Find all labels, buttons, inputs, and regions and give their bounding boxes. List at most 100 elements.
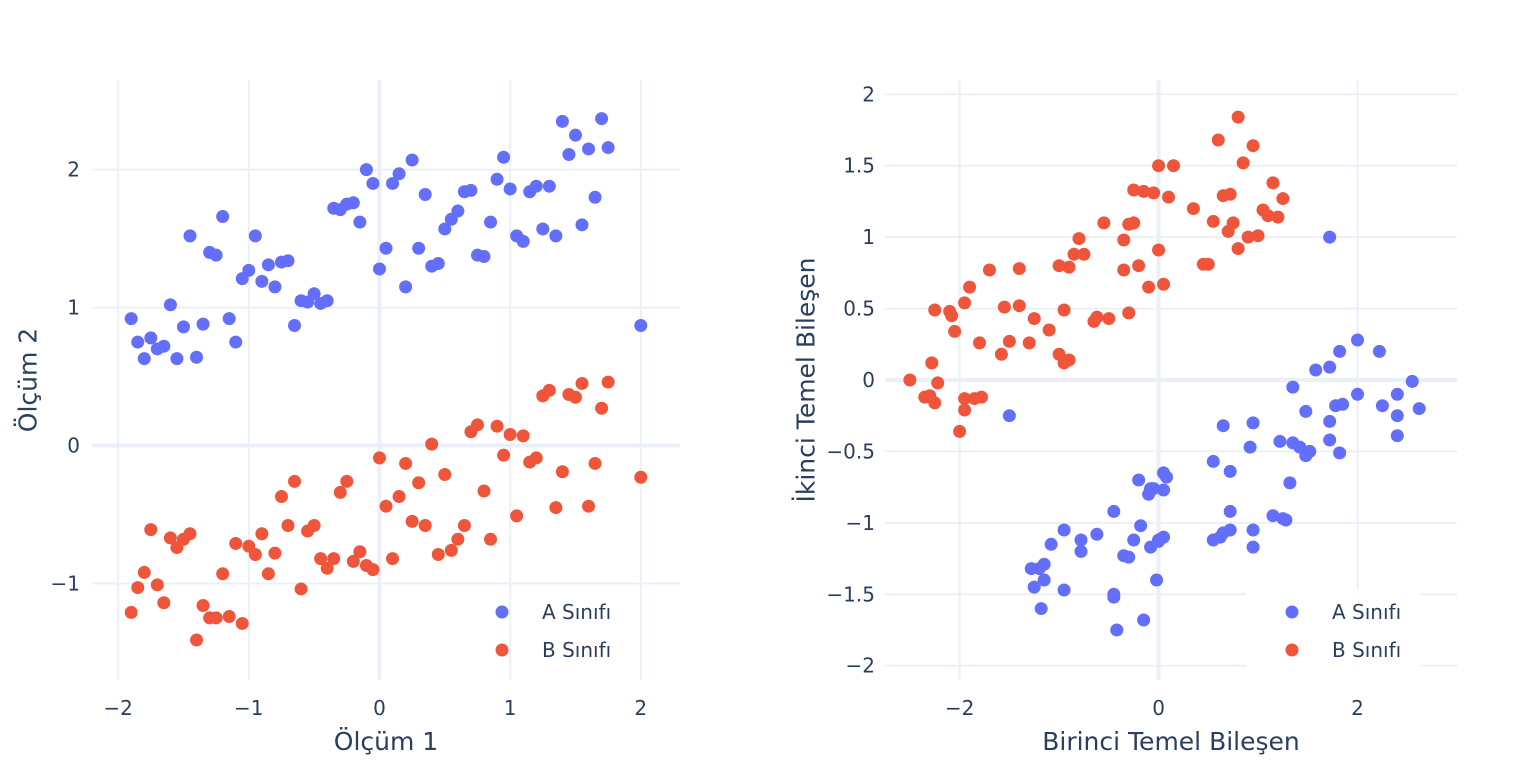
data-point — [392, 490, 406, 504]
data-point — [958, 403, 972, 417]
y-tick-label: 0 — [862, 368, 875, 392]
data-point — [124, 605, 138, 619]
data-point — [1162, 190, 1176, 204]
data-point — [575, 376, 589, 390]
data-point — [555, 465, 569, 479]
data-point — [1283, 476, 1297, 490]
data-point — [137, 352, 151, 366]
data-point — [320, 294, 334, 308]
data-point — [923, 389, 937, 403]
data-point — [1102, 312, 1116, 326]
legend-background — [1246, 590, 1421, 680]
x-tick-label: −2 — [945, 696, 974, 720]
series-a — [124, 112, 648, 366]
data-point — [372, 262, 386, 276]
data-point — [490, 419, 504, 433]
data-point — [568, 390, 582, 404]
data-point — [1062, 260, 1076, 274]
data-point — [1412, 402, 1426, 416]
data-point — [1246, 523, 1260, 537]
data-point — [1132, 259, 1146, 273]
data-point — [1157, 277, 1171, 291]
data-point — [536, 222, 550, 236]
data-point — [1223, 523, 1237, 537]
data-point — [982, 263, 996, 277]
data-point — [1122, 550, 1136, 564]
right-scatter-panel: −2 0 2 −2 −1.5 −1 −0.5 0 0.5 1 1.5 2 Birinci Temel B… — [792, 80, 1457, 756]
data-point — [1323, 360, 1337, 374]
data-point — [431, 256, 445, 270]
y-tick-label: −2 — [846, 654, 875, 678]
data-point — [327, 552, 341, 566]
data-point — [157, 339, 171, 353]
data-point — [353, 215, 367, 229]
x-tick-label: 2 — [634, 696, 647, 720]
data-point — [1147, 482, 1161, 496]
data-point — [216, 567, 230, 581]
legend: A Sınıfı B Sınıfı — [495, 600, 611, 662]
data-point — [595, 112, 609, 126]
data-point — [1107, 587, 1121, 601]
data-point — [261, 258, 275, 272]
data-point — [1231, 242, 1245, 256]
data-point — [974, 390, 988, 404]
data-point — [1246, 540, 1260, 554]
data-point — [307, 519, 321, 533]
data-point — [412, 476, 426, 490]
data-point — [1323, 433, 1337, 447]
data-point — [255, 274, 269, 288]
data-point — [1090, 527, 1104, 541]
x-tick-label: 0 — [1152, 696, 1165, 720]
data-point — [1057, 583, 1071, 597]
y-tick-label: 2 — [67, 158, 80, 182]
data-point — [1147, 186, 1161, 200]
data-point — [222, 610, 236, 624]
data-point — [124, 312, 138, 326]
data-point — [1152, 243, 1166, 257]
data-point — [281, 519, 295, 533]
data-point — [1246, 416, 1260, 430]
data-point — [1223, 187, 1237, 201]
data-point — [997, 300, 1011, 314]
data-point — [1077, 247, 1091, 261]
data-point — [634, 319, 648, 333]
data-point — [1027, 312, 1041, 326]
data-point — [1002, 334, 1016, 348]
data-point — [444, 543, 458, 557]
data-point — [588, 190, 602, 204]
y-tick-label: 0.5 — [843, 297, 875, 321]
data-point — [457, 519, 471, 533]
data-point — [562, 147, 576, 161]
data-point — [1057, 356, 1071, 370]
y-tick-label: 1 — [862, 225, 875, 249]
data-point — [568, 128, 582, 142]
data-point — [366, 563, 380, 577]
data-point — [418, 187, 432, 201]
y-tick-label: 0 — [67, 434, 80, 458]
data-point — [953, 424, 967, 438]
data-point — [163, 298, 177, 312]
data-point — [497, 150, 511, 164]
data-point — [516, 234, 530, 248]
data-point — [588, 456, 602, 470]
data-point — [542, 179, 556, 193]
data-point — [1012, 299, 1026, 313]
data-point — [190, 350, 204, 364]
series-a — [1002, 230, 1426, 637]
data-point — [196, 317, 210, 331]
data-point — [1166, 159, 1180, 173]
y-tick-label: 2 — [862, 82, 875, 106]
data-point — [1375, 399, 1389, 413]
data-point — [1246, 139, 1260, 153]
data-point — [425, 437, 439, 451]
data-point — [1034, 602, 1048, 616]
data-point — [1044, 537, 1058, 551]
legend-marker — [1285, 605, 1299, 619]
x-tick-label: −2 — [103, 696, 132, 720]
data-point — [359, 163, 373, 177]
data-point — [248, 229, 262, 243]
data-point — [1333, 344, 1347, 358]
data-point — [1201, 257, 1215, 271]
data-point — [1390, 409, 1404, 423]
